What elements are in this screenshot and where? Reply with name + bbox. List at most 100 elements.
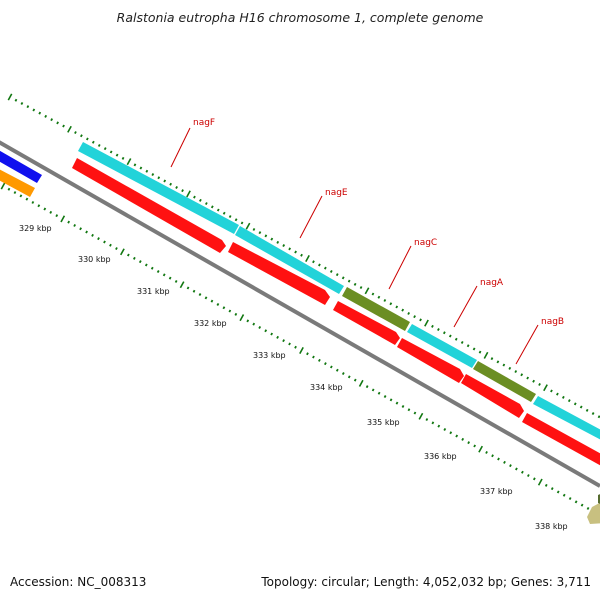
ruler-tick bbox=[68, 221, 69, 223]
genome-summary-text: Topology: circular; Length: 4,052,032 bp… bbox=[260, 575, 591, 589]
outer-track-tick bbox=[123, 157, 124, 159]
ruler-tick bbox=[223, 307, 224, 309]
gene-label-leaders bbox=[171, 128, 538, 364]
gene-label-nagB[interactable]: nagB bbox=[541, 317, 564, 327]
outer-track-tick bbox=[230, 216, 231, 218]
outer-track-tick bbox=[295, 251, 296, 253]
outer-track-tick bbox=[365, 288, 368, 294]
outer-track-tick bbox=[484, 352, 487, 358]
ruler-tick bbox=[271, 333, 272, 335]
ruler-tick bbox=[247, 320, 248, 322]
outer-track-tick bbox=[39, 112, 40, 114]
ruler-tick bbox=[468, 442, 469, 444]
ruler-tick bbox=[170, 277, 171, 279]
outer-track-tick bbox=[521, 374, 522, 376]
ruler-tick bbox=[360, 380, 363, 386]
ruler-tick bbox=[486, 451, 487, 453]
ruler-tick bbox=[146, 264, 147, 266]
gene-label-nagA[interactable]: nagA bbox=[480, 278, 504, 288]
ruler-tick bbox=[492, 455, 493, 457]
outer-track-tick bbox=[372, 293, 373, 295]
outer-track-tick bbox=[581, 406, 582, 408]
outer-track-tick bbox=[563, 396, 564, 398]
kbp-label: 332 kbp bbox=[194, 319, 227, 328]
outer-track-tick bbox=[390, 303, 391, 305]
outer-track-tick bbox=[355, 283, 356, 285]
outer-track-tick bbox=[182, 190, 183, 192]
outer-track-tick bbox=[271, 238, 272, 240]
outer-track-tick bbox=[127, 159, 130, 165]
outer-track-tick bbox=[331, 270, 332, 272]
ruler-tick bbox=[307, 353, 308, 355]
ruler-tick bbox=[355, 379, 356, 381]
gene-label-nagE[interactable]: nagE bbox=[325, 188, 348, 198]
outer-track-tick bbox=[480, 351, 481, 353]
outer-track-tick bbox=[569, 400, 570, 402]
outer-track-tick bbox=[349, 280, 350, 282]
ruler-tick bbox=[576, 501, 577, 503]
ruler-tick bbox=[402, 405, 403, 407]
outer-track-tick bbox=[361, 287, 362, 289]
outer-track-tick bbox=[176, 186, 177, 188]
outer-track-tick bbox=[515, 371, 516, 373]
outer-track-tick bbox=[200, 199, 201, 201]
outer-track-tick bbox=[117, 154, 118, 156]
ruler-tick bbox=[462, 438, 463, 440]
outer-track-tick bbox=[170, 183, 171, 185]
outer-track-tick bbox=[593, 413, 594, 415]
outer-track-tick bbox=[313, 261, 314, 263]
nagF-forward-block[interactable] bbox=[78, 142, 239, 234]
gene-label-nagC[interactable]: nagC bbox=[414, 238, 437, 248]
ruler-tick bbox=[116, 248, 117, 250]
ruler-tick bbox=[128, 254, 129, 256]
outer-track-tick bbox=[63, 125, 64, 127]
outer-track-tick bbox=[325, 267, 326, 269]
nagF-reverse-arrow[interactable] bbox=[72, 158, 226, 253]
outer-track-tick bbox=[57, 122, 58, 124]
ruler-tick bbox=[176, 280, 177, 282]
ruler-tick bbox=[504, 461, 505, 463]
outer-track-tick bbox=[420, 319, 421, 321]
outer-track-tick bbox=[599, 416, 600, 418]
outer-track-tick bbox=[21, 102, 22, 104]
ruler-tick bbox=[588, 507, 589, 509]
outer-track-tick bbox=[462, 341, 463, 343]
outer-track-tick bbox=[15, 99, 16, 101]
ruler-tick bbox=[582, 504, 583, 506]
outer-track-tick bbox=[246, 223, 249, 229]
outer-track-tick bbox=[45, 115, 46, 117]
ruler-tick bbox=[558, 491, 559, 493]
outer-track-tick bbox=[384, 299, 385, 301]
gene-label-nagF[interactable]: nagF bbox=[193, 118, 215, 128]
outer-track-tick bbox=[75, 132, 76, 134]
ruler-tick bbox=[194, 290, 195, 292]
outer-track-tick bbox=[497, 361, 498, 363]
ruler-tick bbox=[211, 300, 212, 302]
next-reverse-arrow[interactable] bbox=[522, 413, 600, 468]
ruler-tick bbox=[104, 241, 105, 243]
outer-track-tick bbox=[414, 316, 415, 318]
outer-track-tick bbox=[140, 167, 141, 169]
ruler-tick bbox=[337, 369, 338, 371]
kbp-label: 334 kbp bbox=[310, 383, 343, 392]
outer-track-tick bbox=[27, 106, 28, 108]
inner-dotted-track bbox=[1, 183, 600, 518]
outer-track-tick bbox=[158, 177, 159, 179]
outer-track-tick bbox=[551, 390, 552, 392]
khaki-feature[interactable] bbox=[587, 500, 600, 524]
ruler-tick bbox=[134, 257, 135, 259]
ruler-tick bbox=[1, 183, 4, 189]
ruler-tick bbox=[367, 386, 368, 388]
ruler-tick bbox=[408, 409, 409, 411]
kbp-label: 337 kbp bbox=[480, 487, 513, 496]
ruler-tick bbox=[56, 215, 57, 217]
ruler-tick bbox=[74, 224, 75, 226]
outer-track-tick bbox=[509, 367, 510, 369]
outer-track-tick bbox=[491, 358, 492, 360]
ruler-tick bbox=[325, 363, 326, 365]
ruler-tick bbox=[240, 315, 243, 321]
ruler-tick bbox=[426, 419, 427, 421]
outer-track-tick bbox=[408, 312, 409, 314]
outer-track-tick bbox=[378, 296, 379, 298]
outer-track-tick bbox=[527, 377, 528, 379]
